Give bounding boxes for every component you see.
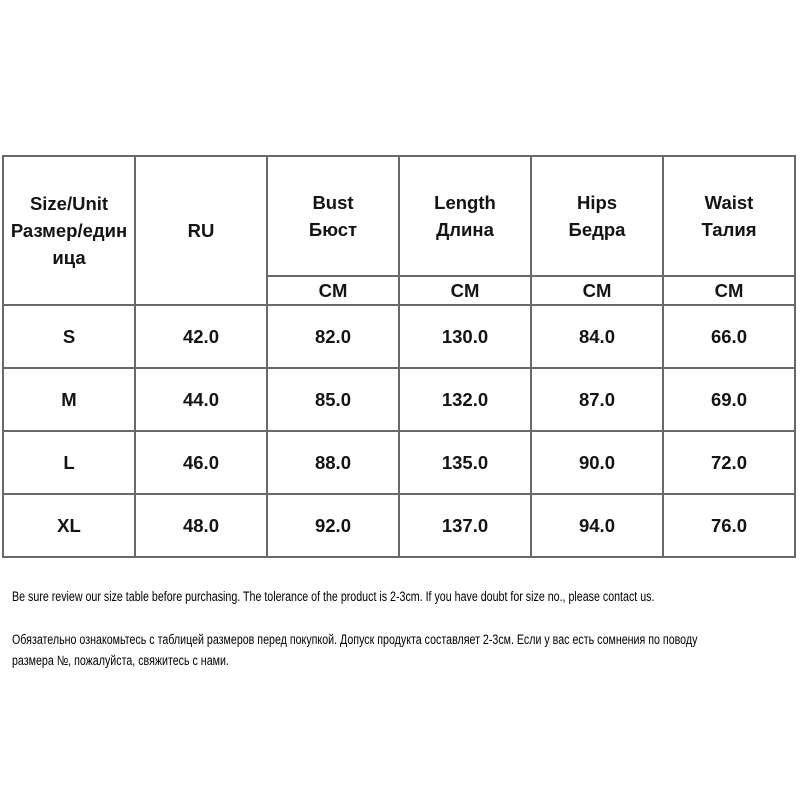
ru-value: 46.0 (134, 430, 268, 495)
size-label: S (2, 304, 136, 369)
hips-value: 90.0 (530, 430, 664, 495)
size-note-en: Be sure review our size table before pur… (12, 588, 655, 604)
table-row-xl: XL 48.0 92.0 137.0 94.0 76.0 (2, 493, 796, 558)
unit-cell-waist: CM (662, 275, 796, 306)
length-value: 132.0 (398, 367, 532, 432)
header-ru: RU (134, 155, 268, 306)
table-row-s: S 42.0 82.0 130.0 84.0 66.0 (2, 304, 796, 369)
size-note-ru: Обязательно ознакомьтесь с таблицей разм… (12, 631, 698, 669)
header-length: Length Длина (398, 155, 532, 277)
size-label: L (2, 430, 136, 495)
ru-value: 42.0 (134, 304, 268, 369)
waist-value: 66.0 (662, 304, 796, 369)
length-value: 137.0 (398, 493, 532, 558)
unit-row: CM CM CM CM (3, 275, 796, 306)
header-size-unit: Size/Unit Размер/един ица (2, 155, 136, 306)
waist-value: 69.0 (662, 367, 796, 432)
bust-value: 85.0 (266, 367, 400, 432)
waist-value: 76.0 (662, 493, 796, 558)
hips-value: 87.0 (530, 367, 664, 432)
size-chart-table: Size/Unit Размер/един ица RU Bust Бюст L… (2, 155, 796, 558)
header-hips: Hips Бедра (530, 155, 664, 277)
unit-cell-bust: CM (266, 275, 400, 306)
ru-value: 48.0 (134, 493, 268, 558)
unit-cell-hips: CM (530, 275, 664, 306)
ru-value: 44.0 (134, 367, 268, 432)
unit-cell-length: CM (398, 275, 532, 306)
hips-value: 94.0 (530, 493, 664, 558)
waist-value: 72.0 (662, 430, 796, 495)
size-label: XL (2, 493, 136, 558)
size-label: M (2, 367, 136, 432)
header-waist: Waist Талия (662, 155, 796, 277)
table-row-l: L 46.0 88.0 135.0 90.0 72.0 (2, 430, 796, 495)
length-value: 135.0 (398, 430, 532, 495)
header-row: Size/Unit Размер/един ица RU Bust Бюст L… (2, 155, 796, 306)
length-value: 130.0 (398, 304, 532, 369)
size-note: Be sure review our size table before pur… (12, 564, 800, 693)
header-bust: Bust Бюст (266, 155, 400, 277)
table-row-m: M 44.0 85.0 132.0 87.0 69.0 (2, 367, 796, 432)
hips-value: 84.0 (530, 304, 664, 369)
bust-value: 82.0 (266, 304, 400, 369)
bust-value: 88.0 (266, 430, 400, 495)
bust-value: 92.0 (266, 493, 400, 558)
